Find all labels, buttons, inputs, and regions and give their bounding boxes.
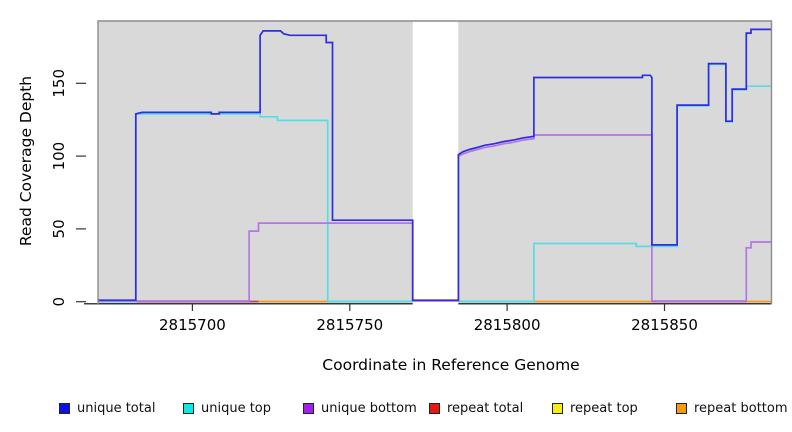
legend-item-repeat-total: repeat total xyxy=(429,401,523,416)
axis-ticks-and-labels: 2815700 2815750 2815800 2815850 0 50 100 150 xyxy=(50,69,698,334)
y-tick-label: 100 xyxy=(50,142,68,171)
coverage-step-lines xyxy=(98,28,772,302)
x-tick-label: 2815850 xyxy=(631,316,698,334)
masked-region-rect xyxy=(412,21,459,308)
legend-item-repeat-top: repeat top xyxy=(552,401,638,416)
x-tick-label: 2815750 xyxy=(316,316,383,334)
legend-swatch-unique-top xyxy=(183,403,194,414)
plot-frame-border xyxy=(97,20,773,304)
x-tick-label: 2815800 xyxy=(474,316,541,334)
legend-item-unique-bottom: unique bottom xyxy=(303,401,417,416)
legend-label-repeat-bottom: repeat bottom xyxy=(694,401,788,416)
legend-swatch-repeat-top xyxy=(552,403,563,414)
y-tick-label: 150 xyxy=(50,69,68,98)
series-line-unique-bottom xyxy=(98,134,772,302)
legend-swatch-repeat-total xyxy=(429,403,440,414)
legend-label-unique-bottom: unique bottom xyxy=(321,401,417,416)
legend-label-repeat-total: repeat total xyxy=(447,401,524,416)
legend-swatch-unique-bottom xyxy=(303,403,314,414)
x-axis-title: Coordinate in Reference Genome xyxy=(322,356,579,374)
y-tick-label: 0 xyxy=(50,297,68,307)
legend-item-unique-total: unique total xyxy=(59,401,155,416)
legend-swatch-repeat-bottom xyxy=(676,403,687,414)
x-tick-label: 2815700 xyxy=(159,316,226,334)
y-axis-title: Read Coverage Depth xyxy=(17,76,35,246)
legend-swatch-unique-total xyxy=(59,403,70,414)
y-tick-label: 50 xyxy=(50,219,68,238)
legend-item-unique-top: unique top xyxy=(183,401,271,416)
legend-label-repeat-top: repeat top xyxy=(570,401,638,416)
masked-region-band xyxy=(412,21,459,308)
legend-label-unique-top: unique top xyxy=(201,401,272,416)
series-line-unique-total xyxy=(98,28,772,302)
legend-label-unique-total: unique total xyxy=(77,401,156,416)
legend-item-repeat-bottom: repeat bottom xyxy=(676,401,788,416)
